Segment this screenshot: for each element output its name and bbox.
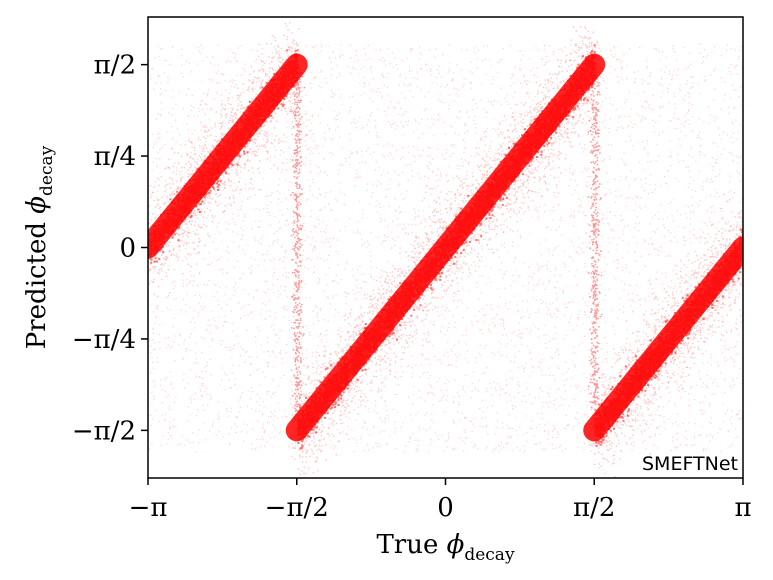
x-tick-label: π/2	[573, 493, 615, 523]
y-axis-label: Predicted ϕdecay	[22, 145, 57, 349]
vertical-trace-1	[289, 67, 308, 430]
vertical-trace-2	[587, 67, 603, 430]
y-axis: π/2 π/4 0 −π/4 −π/2	[72, 51, 148, 446]
y-tick-label: −π/4	[72, 325, 136, 355]
x-tick-label: −π	[129, 493, 168, 523]
y-tick-label: −π/2	[72, 416, 136, 446]
band-core	[594, 228, 743, 447]
y-tick-label: 0	[119, 234, 136, 264]
x-axis: −π −π/2 0 π/2 π	[129, 478, 752, 523]
x-tick-label: π	[734, 493, 751, 523]
scatter-background-points	[148, 43, 743, 453]
x-tick-label: −π/2	[265, 493, 329, 523]
scatter-band-3	[583, 193, 743, 478]
scatter-noise	[148, 43, 743, 453]
scatter-band-1	[148, 22, 308, 298]
scatter-band-2	[285, 26, 606, 476]
band-core	[296, 44, 597, 450]
x-tick-label: 0	[437, 493, 454, 523]
band-core	[148, 49, 299, 264]
y-tick-label: π/2	[94, 51, 136, 81]
plot-area	[147, 16, 744, 479]
scatter-layer	[148, 22, 743, 478]
x-axis-label: True ϕdecay	[376, 530, 515, 565]
y-tick-label: π/4	[94, 142, 136, 172]
model-annotation: SMEFTNet	[642, 453, 738, 475]
